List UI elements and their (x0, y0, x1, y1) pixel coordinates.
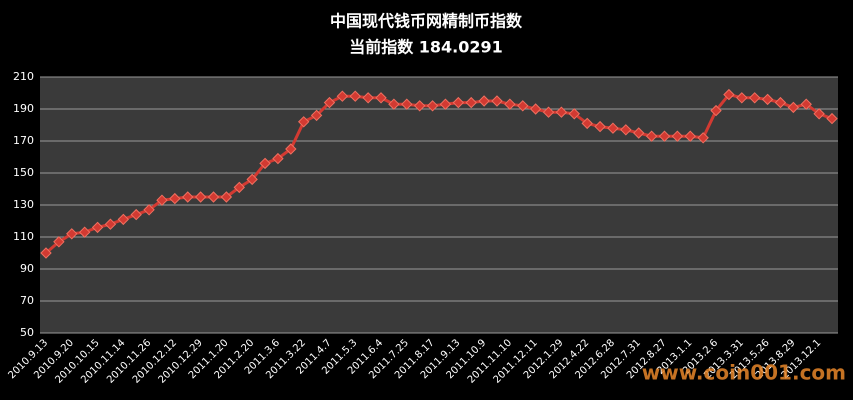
point-marker (478, 95, 490, 107)
point-marker (813, 108, 825, 120)
point-marker (529, 103, 542, 115)
point-marker (439, 98, 452, 110)
point-marker (491, 95, 503, 107)
point-marker (774, 96, 787, 109)
point-marker (555, 106, 568, 118)
point-marker (787, 101, 800, 114)
y-tick-label: 190 (13, 102, 34, 115)
point-marker (504, 98, 516, 110)
marks (40, 88, 838, 259)
point-marker (761, 93, 774, 106)
point-marker (736, 92, 748, 104)
point-marker (207, 191, 220, 203)
point-marker (826, 112, 838, 125)
point-marker (581, 117, 593, 130)
point-marker (607, 122, 619, 134)
point-marker (40, 247, 52, 259)
point-marker (117, 213, 130, 226)
point-marker (349, 90, 361, 102)
y-tick-label: 210 (13, 70, 34, 83)
point-marker (194, 191, 207, 203)
y-tick-label: 110 (13, 230, 34, 243)
point-marker (633, 127, 645, 139)
point-marker (375, 92, 387, 104)
point-marker (297, 116, 310, 128)
point-marker (710, 104, 722, 117)
point-marker (143, 204, 155, 216)
point-marker (465, 96, 477, 109)
point-marker (426, 100, 439, 112)
point-marker (336, 90, 349, 102)
point-marker (91, 221, 104, 234)
point-marker (658, 130, 671, 142)
point-marker (401, 98, 413, 110)
point-marker (323, 96, 336, 109)
point-marker (78, 226, 91, 238)
y-tick-label: 70 (20, 294, 34, 307)
point-marker (130, 208, 142, 221)
point-marker (542, 106, 555, 118)
point-marker (594, 120, 606, 133)
watermark: www.coin001.com (642, 361, 846, 385)
point-marker (233, 181, 245, 194)
point-marker (246, 173, 258, 186)
point-marker (452, 96, 465, 109)
point-marker (310, 109, 323, 122)
point-marker (645, 130, 658, 142)
point-marker (388, 98, 400, 110)
y-tick-label: 130 (13, 198, 34, 211)
point-marker (697, 132, 709, 144)
y-tick-label: 50 (20, 326, 34, 339)
point-marker (66, 228, 78, 240)
point-marker (723, 88, 735, 101)
point-marker (104, 218, 117, 230)
point-marker (671, 130, 684, 142)
point-marker (620, 124, 632, 136)
point-marker (684, 130, 696, 142)
y-tick-label: 170 (13, 134, 34, 147)
point-marker (413, 100, 426, 112)
chart-subtitle: 当前指数 184.0291 (349, 38, 503, 57)
point-marker (156, 194, 168, 206)
point-marker (182, 191, 194, 203)
point-marker (568, 108, 581, 120)
chart-title: 中国现代钱币网精制币指数 (330, 12, 523, 31)
y-tick-label: 90 (20, 262, 34, 275)
point-marker (259, 157, 271, 170)
point-marker (285, 143, 297, 155)
point-marker (53, 236, 65, 248)
point-marker (517, 100, 529, 112)
point-marker (169, 192, 181, 205)
point-marker (748, 92, 761, 104)
y-tick-label: 150 (13, 166, 34, 179)
point-marker (220, 191, 233, 203)
point-marker (272, 152, 284, 165)
point-marker (362, 92, 374, 104)
point-marker (800, 98, 812, 110)
